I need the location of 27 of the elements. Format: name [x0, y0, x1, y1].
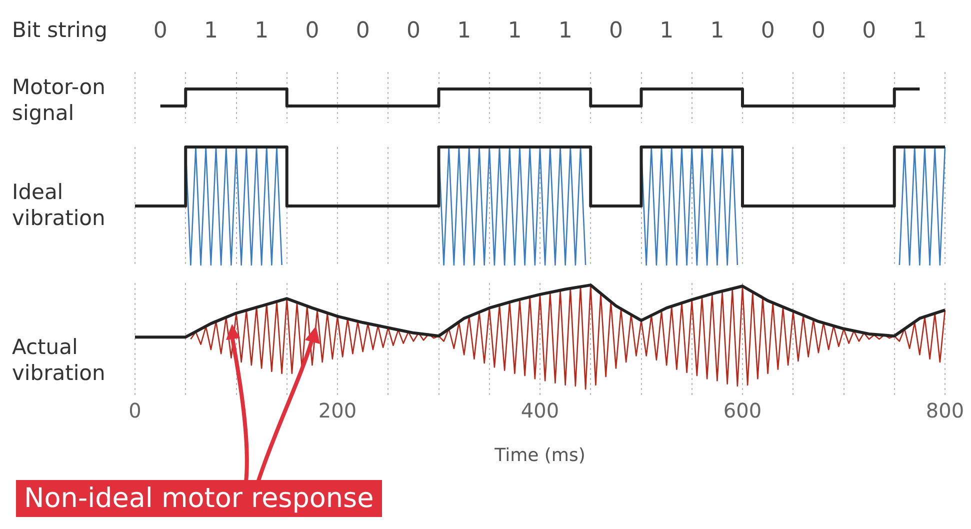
x-tick-label: 400 [520, 398, 560, 423]
data-label: 0 [153, 18, 168, 44]
x-tick-label: 800 [926, 398, 964, 423]
x-tick-label: 600 [723, 398, 762, 423]
chart-title: Bit string [12, 18, 108, 42]
text: Non-ideal motor response [16, 480, 382, 517]
data-label: 0 [305, 18, 320, 44]
y-axis-title: Actual vibration [12, 334, 106, 386]
data-label: 1 [710, 18, 724, 44]
data-label: 1 [508, 18, 522, 44]
data-label: 0 [608, 18, 623, 44]
data-label: 0 [760, 18, 775, 44]
data-label: 1 [457, 18, 472, 44]
x-tick-label: 200 [318, 398, 357, 423]
data-label: 1 [660, 18, 674, 44]
data-label: 0 [862, 18, 876, 44]
data-label: 0 [811, 18, 826, 44]
y-axis-title: Motor-on signal [12, 74, 106, 126]
x-tick-label: 0 [128, 398, 142, 423]
y-axis-title: Ideal vibration [12, 179, 106, 231]
data-label: 1 [912, 18, 927, 44]
data-label: 0 [356, 18, 370, 44]
data-label: 1 [204, 18, 218, 44]
data-label: 1 [558, 18, 572, 44]
data-label: 1 [254, 18, 269, 44]
x-axis-title: Time (ms) [494, 444, 586, 466]
data-label: 0 [406, 18, 420, 44]
